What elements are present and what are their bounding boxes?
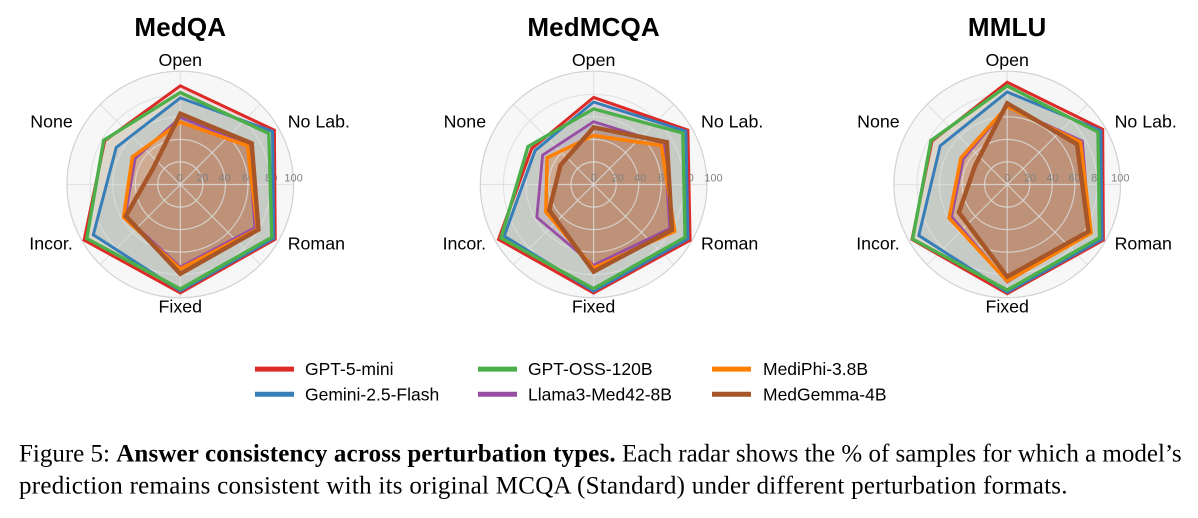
svg-text:MediPhi-3.8B: MediPhi-3.8B	[763, 359, 868, 379]
svg-text:100: 100	[1111, 173, 1129, 185]
svg-text:MedMCQA: MedMCQA	[527, 12, 660, 42]
svg-text:Incor.: Incor.	[29, 234, 73, 254]
svg-text:20: 20	[611, 173, 623, 185]
svg-text:Open: Open	[572, 50, 616, 70]
svg-text:20: 20	[196, 173, 208, 185]
svg-text:Fixed: Fixed	[572, 297, 615, 317]
svg-text:0: 0	[176, 173, 182, 185]
svg-text:0: 0	[1004, 173, 1010, 185]
svg-text:MMLU: MMLU	[968, 12, 1047, 42]
svg-text:GPT-OSS-120B: GPT-OSS-120B	[528, 359, 653, 379]
svg-text:Roman: Roman	[288, 234, 345, 254]
svg-text:Roman: Roman	[701, 234, 758, 254]
svg-text:Open: Open	[985, 50, 1029, 70]
svg-text:Incor.: Incor.	[443, 234, 487, 254]
svg-text:No Lab.: No Lab.	[1115, 111, 1177, 131]
svg-text:None: None	[444, 111, 487, 131]
svg-text:Fixed: Fixed	[985, 297, 1028, 317]
svg-text:None: None	[30, 111, 73, 131]
svg-text:MedGemma-4B: MedGemma-4B	[763, 384, 887, 404]
svg-text:Roman: Roman	[1115, 234, 1172, 254]
svg-text:Figure 5: Answer consistency a: Figure 5: Answer consistency across pert…	[19, 440, 1182, 467]
svg-text:MedQA: MedQA	[134, 12, 226, 42]
svg-text:0: 0	[591, 173, 597, 185]
svg-text:Llama3-Med42-8B: Llama3-Med42-8B	[528, 384, 672, 404]
svg-text:GPT-5-mini: GPT-5-mini	[305, 359, 393, 379]
svg-text:No Lab.: No Lab.	[701, 111, 763, 131]
svg-text:40: 40	[634, 173, 646, 185]
svg-text:No Lab.: No Lab.	[288, 111, 350, 131]
svg-text:Open: Open	[159, 50, 203, 70]
svg-text:100: 100	[284, 173, 302, 185]
svg-text:None: None	[857, 111, 900, 131]
svg-text:Fixed: Fixed	[159, 297, 202, 317]
svg-text:100: 100	[704, 173, 722, 185]
svg-text:20: 20	[1024, 173, 1036, 185]
svg-text:60: 60	[1068, 173, 1080, 185]
svg-text:Gemini-2.5-Flash: Gemini-2.5-Flash	[305, 384, 439, 404]
svg-text:40: 40	[1046, 173, 1058, 185]
svg-text:prediction remains consistent: prediction remains consistent with its o…	[19, 472, 1068, 499]
svg-text:Incor.: Incor.	[856, 234, 900, 254]
svg-text:40: 40	[218, 173, 230, 185]
